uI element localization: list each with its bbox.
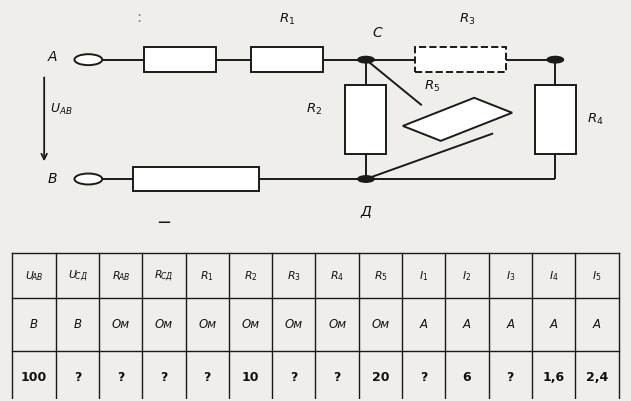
Text: 10: 10: [242, 371, 259, 384]
Text: ?: ?: [420, 371, 427, 384]
Text: А: А: [420, 318, 428, 331]
Circle shape: [358, 176, 374, 182]
Text: $I_3$: $I_3$: [505, 269, 515, 283]
FancyBboxPatch shape: [415, 47, 506, 72]
Text: В: В: [73, 318, 81, 331]
FancyBboxPatch shape: [403, 98, 512, 141]
FancyBboxPatch shape: [133, 166, 259, 191]
Text: $I_4$: $I_4$: [549, 269, 558, 283]
Circle shape: [74, 54, 102, 65]
Text: $R_2$: $R_2$: [305, 102, 322, 117]
FancyBboxPatch shape: [143, 47, 216, 72]
Text: −: −: [156, 214, 172, 232]
Text: $R_3$: $R_3$: [459, 12, 475, 27]
Text: А: А: [550, 318, 558, 331]
Text: А: А: [463, 318, 471, 331]
Text: Ом: Ом: [112, 318, 130, 331]
Text: $U_{\!СД}$: $U_{\!СД}$: [68, 268, 87, 283]
Text: С: С: [372, 26, 382, 40]
Text: 2,4: 2,4: [586, 371, 608, 384]
Circle shape: [358, 57, 374, 63]
Text: $R_{\!АВ}$: $R_{\!АВ}$: [112, 269, 130, 283]
Text: В: В: [47, 172, 57, 186]
Text: ?: ?: [74, 371, 81, 384]
Text: $R_5$: $R_5$: [374, 269, 387, 283]
Text: ?: ?: [117, 371, 124, 384]
Text: Ом: Ом: [285, 318, 303, 331]
Text: 1,6: 1,6: [543, 371, 565, 384]
Text: Ом: Ом: [328, 318, 346, 331]
Text: ?: ?: [333, 371, 341, 384]
Text: А: А: [506, 318, 514, 331]
Text: $R_2$: $R_2$: [244, 269, 257, 283]
Text: 6: 6: [463, 371, 471, 384]
Text: $I_1$: $I_1$: [419, 269, 428, 283]
Text: $R_3$: $R_3$: [287, 269, 301, 283]
Text: Ом: Ом: [242, 318, 259, 331]
FancyBboxPatch shape: [535, 85, 576, 154]
Text: Ом: Ом: [155, 318, 173, 331]
Text: ?: ?: [507, 371, 514, 384]
Text: $I_2$: $I_2$: [463, 269, 471, 283]
Text: ?: ?: [160, 371, 168, 384]
Text: $U_{\!АВ}$: $U_{\!АВ}$: [25, 269, 44, 283]
Text: $U_{AB}$: $U_{AB}$: [50, 102, 73, 117]
Circle shape: [547, 57, 563, 63]
Text: 100: 100: [21, 371, 47, 384]
Text: Ом: Ом: [198, 318, 216, 331]
Circle shape: [74, 174, 102, 184]
Text: В: В: [30, 318, 38, 331]
Text: $R_1$: $R_1$: [201, 269, 214, 283]
FancyBboxPatch shape: [251, 47, 324, 72]
Text: :: :: [136, 10, 141, 25]
Text: Д: Д: [360, 204, 372, 218]
Text: $R_1$: $R_1$: [279, 12, 295, 27]
Text: А: А: [593, 318, 601, 331]
Text: $R_4$: $R_4$: [330, 269, 344, 283]
Text: Ом: Ом: [372, 318, 389, 331]
Text: ?: ?: [290, 371, 298, 384]
Text: 20: 20: [372, 371, 389, 384]
Text: ?: ?: [204, 371, 211, 384]
FancyBboxPatch shape: [346, 85, 386, 154]
Text: А: А: [47, 50, 57, 64]
Text: $R_{\!СД}$: $R_{\!СД}$: [155, 268, 174, 283]
Text: $R_5$: $R_5$: [424, 79, 440, 95]
Text: $R_4$: $R_4$: [587, 112, 603, 127]
Text: $I_5$: $I_5$: [592, 269, 601, 283]
